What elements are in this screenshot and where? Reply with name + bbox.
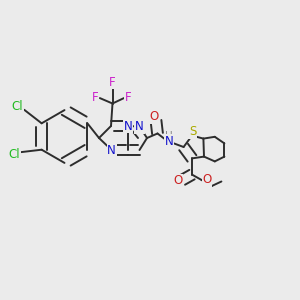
Text: Cl: Cl: [12, 100, 23, 113]
Text: H: H: [165, 131, 173, 141]
Text: O: O: [173, 174, 182, 188]
Text: S: S: [189, 125, 196, 138]
Text: O: O: [202, 173, 211, 186]
Text: N: N: [135, 120, 144, 133]
Text: F: F: [125, 91, 132, 104]
Text: F: F: [109, 76, 116, 89]
Text: Cl: Cl: [9, 148, 20, 161]
Text: N: N: [164, 135, 173, 148]
Text: N: N: [107, 143, 116, 157]
Text: N: N: [124, 119, 133, 133]
Text: O: O: [150, 110, 159, 123]
Text: F: F: [92, 91, 99, 104]
